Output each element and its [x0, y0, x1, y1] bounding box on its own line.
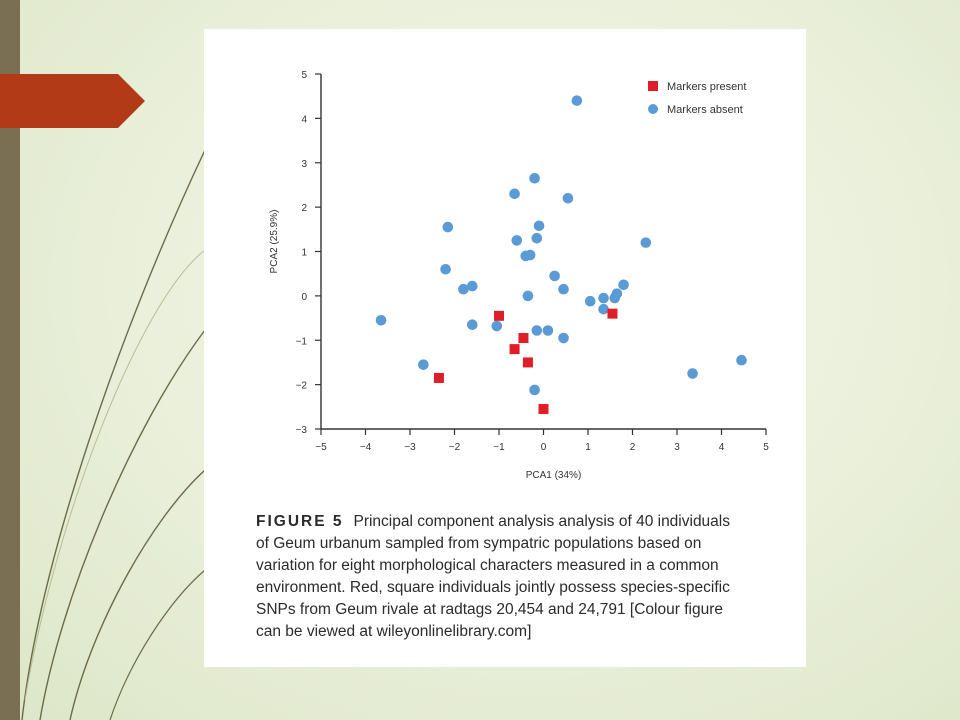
x-tick-label: −3 — [404, 442, 416, 453]
marker-present-point — [607, 308, 618, 319]
x-tick-label: 3 — [674, 442, 680, 453]
caption-line: of Geum urbanum sampled from sympatric p… — [256, 535, 702, 552]
y-tick-label: −2 — [296, 381, 308, 392]
y-tick-label: 2 — [301, 203, 307, 214]
marker-absent-point — [542, 325, 554, 336]
figure-label: FIGURE 5 — [256, 513, 344, 530]
figure-caption: FIGURE 5 Principal component analysis ana… — [256, 511, 796, 643]
marker-absent-point — [687, 368, 698, 379]
x-tick-label: 4 — [719, 442, 725, 453]
marker-absent-point — [598, 292, 609, 304]
marker-present-point — [538, 404, 549, 415]
y-tick-label: −3 — [296, 425, 308, 436]
marker-absent-point — [511, 235, 523, 246]
marker-absent-point — [491, 320, 503, 332]
marker-absent-point — [531, 232, 543, 244]
marker-present-point — [433, 372, 444, 383]
marker-absent-point — [558, 332, 569, 344]
marker-absent-point — [571, 95, 583, 106]
figure-card: −5 −4 −3 −2 −1 0 1 2 3 4 5 −3 −2 −1 0 1 2 3 4 5 PCA1 (34%) PC… — [204, 29, 806, 667]
marker-absent-point — [736, 354, 747, 366]
x-tick-label: 1 — [585, 442, 591, 453]
marker-absent-point — [531, 325, 543, 336]
marker-absent-point — [418, 359, 429, 370]
marker-absent-point — [558, 283, 569, 295]
marker-absent-point — [640, 237, 652, 248]
legend-square-swatch — [648, 81, 658, 91]
x-tick-label: −2 — [449, 442, 461, 453]
marker-absent-point — [440, 263, 451, 275]
x-tick-label: −4 — [360, 442, 372, 453]
y-tick-label: 4 — [301, 114, 307, 125]
marker-absent-point — [549, 270, 560, 282]
marker-present-point — [518, 333, 529, 344]
legend-label: Markers present — [667, 81, 746, 93]
marker-absent-point — [609, 292, 620, 304]
caption-line: can be viewed at wileyonlinelibrary.com] — [256, 623, 532, 640]
x-tick-label: −1 — [493, 442, 505, 453]
slide-arrow-tab — [0, 74, 145, 128]
marker-absent-point — [375, 314, 387, 326]
legend-circle-swatch — [648, 104, 658, 114]
marker-absent-point — [584, 295, 596, 307]
x-axis-title: PCA1 (34%) — [526, 470, 582, 481]
x-tick-label: −5 — [315, 442, 327, 453]
marker-absent-point — [522, 290, 534, 302]
decorative-curves — [21, 149, 206, 720]
marker-absent-point — [509, 188, 520, 200]
y-tick-label: 5 — [301, 70, 307, 81]
marker-absent-point — [533, 220, 545, 232]
y-tick-label: −1 — [296, 336, 308, 347]
y-tick-label: 1 — [301, 248, 307, 259]
marker-absent-point — [442, 221, 454, 233]
scatter-plot: −5 −4 −3 −2 −1 0 1 2 3 4 5 −3 −2 −1 0 1 2 3 4 5 PCA1 (34%) PC… — [269, 70, 769, 481]
marker-absent-point — [529, 172, 540, 184]
marker-absent-point — [524, 249, 536, 261]
y-tick-label: 0 — [301, 292, 307, 303]
slide-left-bar — [0, 0, 20, 720]
caption-line: SNPs from Geum rivale at radtags 20,454 … — [256, 601, 723, 618]
marker-present-point — [509, 344, 520, 355]
marker-present-point — [494, 310, 504, 321]
x-tick-label: 5 — [763, 442, 769, 453]
marker-present-point — [522, 357, 533, 368]
x-tick-label: 2 — [630, 442, 636, 453]
caption-line: Principal component analysis analysis of… — [353, 513, 730, 530]
marker-absent-point — [458, 283, 469, 295]
y-tick-label: 3 — [301, 159, 307, 170]
marker-absent-point — [618, 279, 629, 291]
marker-absent-point — [598, 303, 609, 315]
marker-absent-point — [562, 192, 574, 204]
marker-absent-point — [467, 319, 478, 331]
caption-line: environment. Red, square individuals joi… — [256, 579, 730, 596]
y-axis-title: PCA2 (25.9%) — [269, 210, 280, 274]
legend-label: Markers absent — [667, 104, 743, 116]
caption-line: variation for eight morphological charac… — [256, 557, 719, 574]
x-tick-label: 0 — [541, 442, 547, 453]
marker-absent-point — [467, 280, 478, 292]
marker-absent-point — [529, 384, 540, 396]
